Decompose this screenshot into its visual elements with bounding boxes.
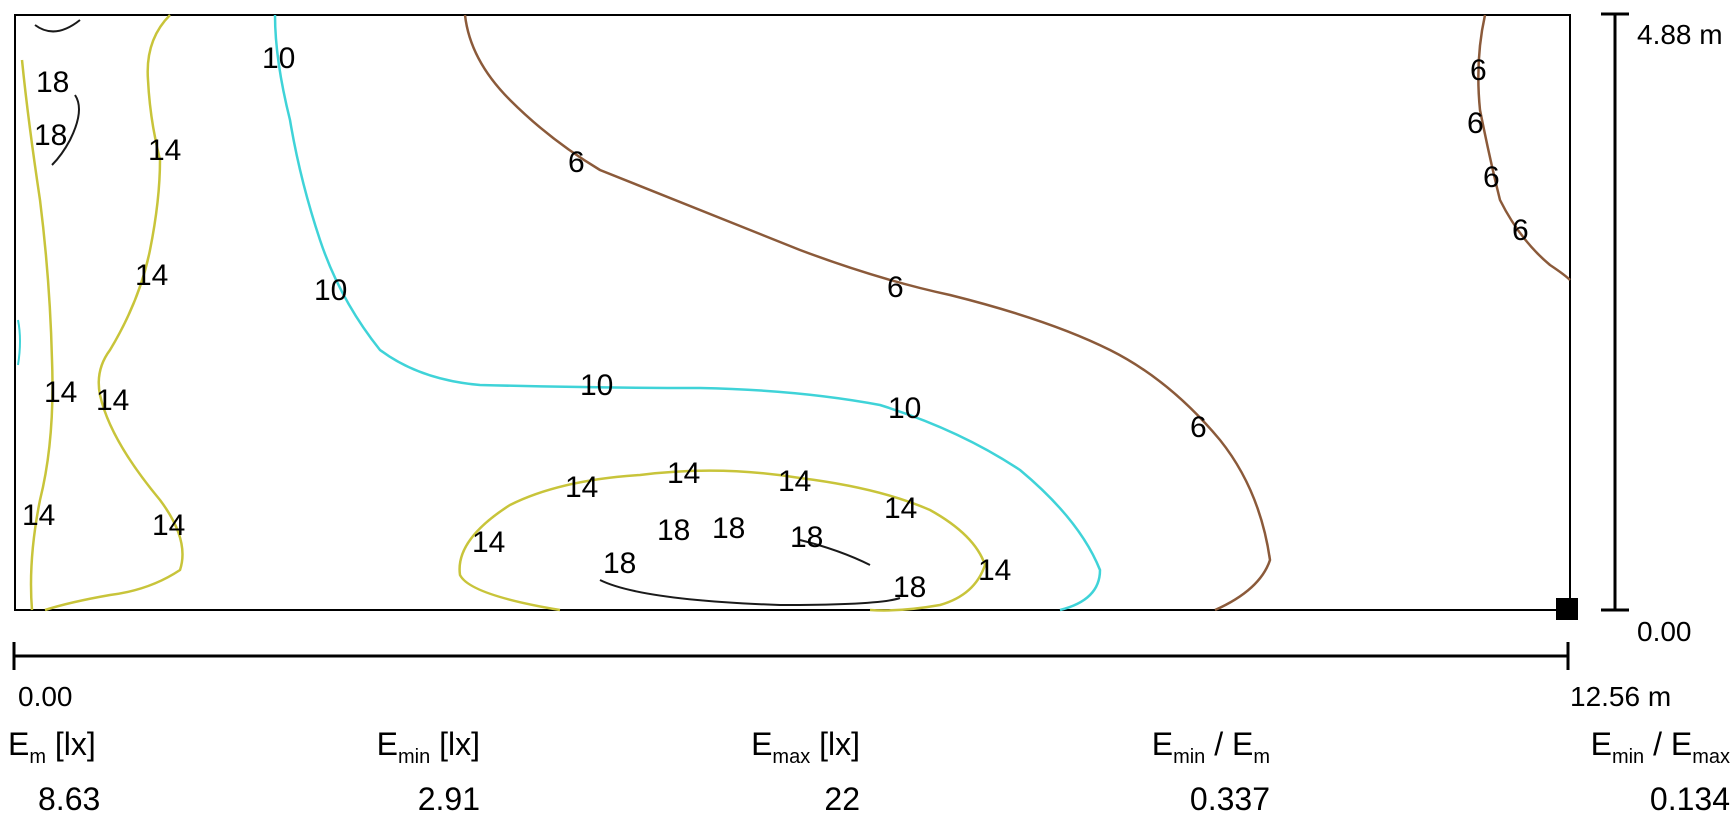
contour-label: 6 <box>1512 214 1529 247</box>
contour-label: 18 <box>603 547 636 580</box>
stat-emin-emax-header: Emin / Emax <box>1590 726 1730 768</box>
stat-emin-emax-value: 0.134 <box>1649 781 1730 817</box>
contour-label: 18 <box>34 119 67 152</box>
contour-label: 10 <box>314 274 347 307</box>
contour-label: 18 <box>893 571 926 604</box>
stat-em: Em [lx] 8.63 <box>8 728 100 815</box>
contour-label: 18 <box>36 66 69 99</box>
stat-emin-value: 2.91 <box>417 781 480 817</box>
stat-emax: Emax [lx] 22 <box>725 728 860 815</box>
y-dimension-axis: 4.88 m 0.00 <box>1601 12 1723 647</box>
contour-label: 14 <box>978 554 1011 587</box>
contour-label: 14 <box>667 457 700 490</box>
contour-label: 14 <box>884 492 917 525</box>
room-outline <box>14 14 1571 611</box>
y-axis-bottom-label: 0.00 <box>1637 616 1692 647</box>
x-dimension-axis: 0.00 12.56 m <box>12 642 1671 712</box>
contour-label: 18 <box>657 514 690 547</box>
stat-emax-header: Emax [lx] <box>751 726 860 768</box>
stat-emin-emax: Emin / Emax 0.134 <box>1540 728 1730 815</box>
isoline-14-left-a <box>20 59 54 611</box>
stat-emax-value: 22 <box>824 781 860 817</box>
contour-label: 14 <box>148 134 181 167</box>
stat-emin-em-header: Emin / Em <box>1151 726 1270 768</box>
contour-label: 14 <box>44 376 77 409</box>
contour-label: 6 <box>1467 107 1484 140</box>
isoline-18-top-left <box>34 19 81 166</box>
contour-label: 18 <box>712 512 745 545</box>
isoline-6-main <box>463 14 1272 612</box>
contour-label: 14 <box>565 471 598 504</box>
contour-label: 18 <box>790 521 823 554</box>
contour-label: 14 <box>472 526 505 559</box>
contour-label: 14 <box>135 259 168 292</box>
contour-label: 10 <box>262 42 295 75</box>
stat-emin-em: Emin / Em 0.337 <box>1110 728 1270 815</box>
stat-em-header: Em [lx] <box>8 726 96 768</box>
isoline-10-main <box>273 14 1102 612</box>
isoline-10-left-edge <box>17 319 21 366</box>
illuminance-stats: Em [lx] 8.63 Emin [lx] 2.91 Emax [lx] 22… <box>0 728 1734 819</box>
reference-point-marker <box>1556 598 1578 620</box>
y-axis-top-label: 4.88 m <box>1637 19 1723 50</box>
contour-label: 14 <box>152 509 185 542</box>
stat-emin-em-value: 0.337 <box>1189 781 1270 817</box>
stat-em-value: 8.63 <box>38 781 101 817</box>
contour-label: 10 <box>580 369 613 402</box>
contour-label: 6 <box>887 271 904 304</box>
contour-label: 14 <box>22 499 55 532</box>
contour-label: 6 <box>1483 161 1500 194</box>
isolux-plot: 18 18 14 14 14 14 14 14 10 10 10 10 6 6 … <box>12 12 1723 712</box>
contour-label: 10 <box>888 392 921 425</box>
isoline-14-bottom-oval <box>458 469 987 612</box>
isoline-14-left-b <box>44 14 184 612</box>
contour-label: 6 <box>1470 54 1487 87</box>
stat-emin-header: Emin [lx] <box>376 726 480 768</box>
isoline-6-right <box>1477 14 1571 281</box>
contour-label: 6 <box>1190 411 1207 444</box>
x-axis-left-label: 0.00 <box>18 681 73 712</box>
contour-label: 6 <box>568 146 585 179</box>
contour-label: 14 <box>778 465 811 498</box>
isoline-18-bottom <box>599 539 901 607</box>
stat-emin: Emin [lx] 2.91 <box>345 728 480 815</box>
contour-labels: 18 18 14 14 14 14 14 14 10 10 10 10 6 6 … <box>22 42 1529 604</box>
x-axis-right-label: 12.56 m <box>1570 681 1671 712</box>
contour-label: 14 <box>96 384 129 417</box>
